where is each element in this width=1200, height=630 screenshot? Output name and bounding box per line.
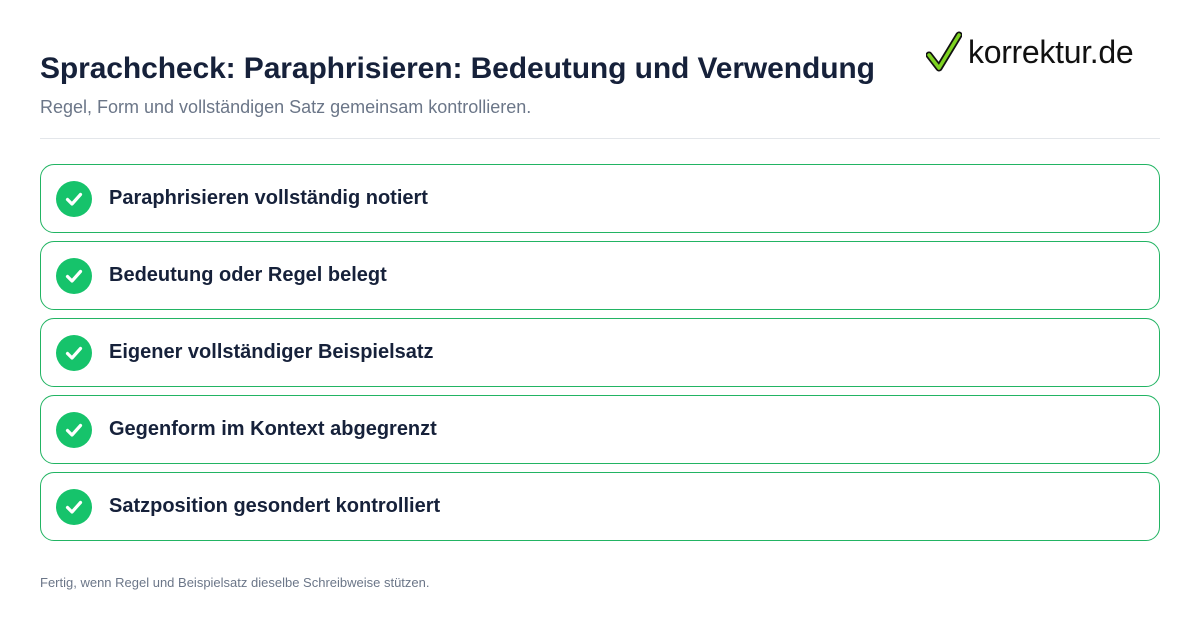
check-circle-icon (56, 334, 92, 371)
checklist-item-label: Paraphrisieren vollständig notiert (109, 187, 428, 209)
page-subtitle: Regel, Form und vollständigen Satz gemei… (40, 97, 532, 117)
checklist-item: Eigener vollständiger Beispielsatz (40, 318, 1160, 387)
header-divider (40, 138, 1160, 139)
footer-note: Fertig, wenn Regel und Beispielsatz dies… (40, 575, 430, 590)
checklist-item: Gegenform im Kontext abgegrenzt (40, 395, 1160, 464)
checklist: Paraphrisieren vollständig notiert Bedeu… (40, 164, 1160, 549)
logo-text: korrektur.de (968, 33, 1134, 70)
checklist-item: Satzposition gesondert kontrolliert (40, 472, 1160, 541)
check-circle-icon (56, 411, 92, 448)
checklist-item-label: Bedeutung oder Regel belegt (109, 264, 387, 286)
check-mark-icon (926, 31, 962, 72)
check-circle-icon (56, 257, 92, 294)
checklist-item-label: Satzposition gesondert kontrolliert (109, 495, 441, 517)
checklist-item: Bedeutung oder Regel belegt (40, 241, 1160, 310)
page-title: Sprachcheck: Paraphrisieren: Bedeutung u… (40, 52, 875, 85)
logo: korrektur.de (926, 30, 1134, 74)
checklist-item: Paraphrisieren vollständig notiert (40, 164, 1160, 233)
check-circle-icon (56, 180, 92, 217)
checklist-item-label: Eigener vollständiger Beispielsatz (109, 341, 434, 363)
check-circle-icon (56, 488, 92, 525)
checklist-item-label: Gegenform im Kontext abgegrenzt (109, 418, 437, 440)
